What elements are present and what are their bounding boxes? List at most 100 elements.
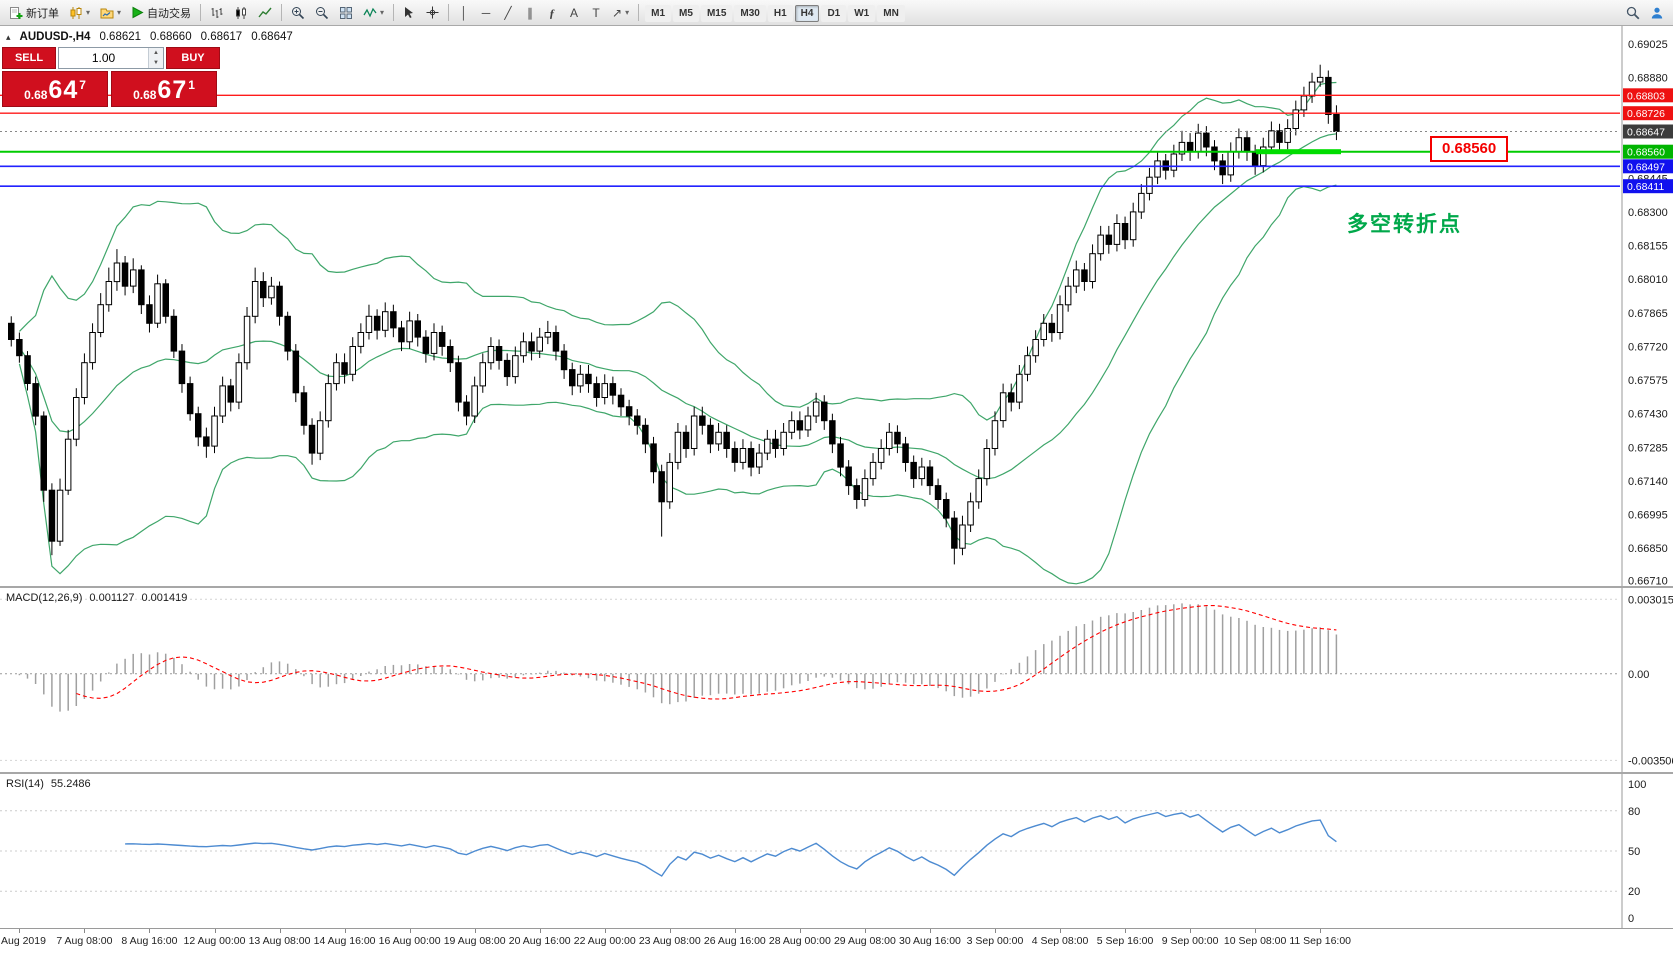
timeframe-mn-button[interactable]: MN [877, 5, 905, 22]
arrows-dropdown-icon[interactable]: ▾ [625, 8, 630, 17]
arrows-button[interactable]: ↗ ▾ [608, 3, 633, 23]
search-button[interactable] [1622, 3, 1644, 23]
rsi-axis-label: 50 [1628, 846, 1640, 858]
candle-body [812, 401, 820, 417]
panel-splitter[interactable] [0, 772, 1673, 774]
candle-body [926, 466, 934, 487]
trendline-button[interactable]: ╱ [498, 3, 518, 23]
time-axis-label: 10 Sep 08:00 [1223, 935, 1287, 947]
sell-button[interactable]: SELL [2, 47, 56, 69]
candle-body [89, 332, 96, 364]
support-zone-segment[interactable] [1256, 149, 1341, 155]
zoom-out-button[interactable] [311, 3, 333, 23]
auto-trading-button[interactable]: 自动交易 [127, 3, 195, 23]
bars-chart-type-button[interactable] [206, 3, 228, 23]
timeframe-h4-button[interactable]: H4 [794, 5, 820, 22]
candle-body [666, 461, 673, 503]
buy-button[interactable]: BUY [166, 47, 220, 69]
chart-canvas[interactable]: 0.690250.688800.684450.683000.681550.680… [0, 26, 1673, 586]
lot-size-input[interactable] [59, 48, 148, 68]
candle-body [601, 383, 608, 399]
lot-spinner: ▲ ▼ [148, 48, 163, 68]
rsi-canvas[interactable]: 100 80 50 20 0 [0, 774, 1673, 928]
cursor-button[interactable] [399, 3, 420, 23]
candle-body [105, 281, 113, 306]
candle-body [747, 448, 755, 468]
candle-body [869, 461, 877, 480]
candle-body [1040, 322, 1047, 340]
candle-body [1300, 95, 1308, 111]
time-axis-tick [734, 929, 736, 933]
timeframe-m15-button[interactable]: M15 [700, 5, 733, 22]
candle-body [447, 346, 454, 364]
candle-body [357, 332, 365, 347]
time-axis-label: 4 Sep 08:00 [1031, 935, 1089, 947]
candle-body [560, 350, 568, 371]
candle-body [81, 362, 88, 399]
timeframe-m1-button[interactable]: M1 [645, 5, 672, 22]
time-axis-label: 23 Aug 08:00 [638, 935, 701, 947]
one-click-collapse-arrow[interactable]: ▴ [6, 31, 11, 42]
crosshair-button[interactable] [422, 3, 443, 23]
one-click-trading-widget: SELL ▲ ▼ BUY 0.68 64 7 0.68 67 1 [2, 47, 220, 107]
zoom-out-icon [316, 6, 329, 19]
line-chart-type-button[interactable] [254, 3, 276, 23]
time-axis-label: 29 Aug 08:00 [833, 935, 896, 947]
candle-body [690, 415, 698, 449]
time-axis[interactable]: 6 Aug 2019 7 Aug 08:00 8 Aug 16:00 12 Aug 0… [0, 928, 1673, 953]
fibonacci-button[interactable]: ƒ [542, 3, 562, 23]
text-button[interactable]: A [564, 3, 584, 23]
text-label-button[interactable]: T [586, 3, 606, 23]
candle-body [528, 341, 535, 352]
community-button[interactable] [1646, 3, 1668, 23]
macd-header: MACD(12,26,9) 0.001127 0.001419 [6, 592, 187, 604]
timeframe-h1-button[interactable]: H1 [767, 5, 793, 22]
candle-body [227, 385, 234, 403]
buy-price-button[interactable]: 0.68 67 1 [111, 71, 217, 107]
new-order-button[interactable]: 新订单 [5, 3, 63, 23]
zoom-in-button[interactable] [287, 3, 309, 23]
tile-windows-button[interactable] [335, 3, 357, 23]
time-axis-label: 22 Aug 00:00 [573, 935, 636, 947]
price-tag [1623, 159, 1673, 174]
panel-splitter[interactable] [0, 586, 1673, 588]
candle-body [365, 315, 373, 333]
timeframe-m30-button[interactable]: M30 [734, 5, 766, 22]
toolbar-separator [448, 4, 450, 21]
horizontal-line-button[interactable]: ─ [476, 3, 496, 23]
new-chart-button[interactable]: ▾ [65, 3, 94, 23]
channel-button[interactable]: ∥ [520, 3, 540, 23]
indicators-dropdown-icon[interactable]: ▾ [380, 8, 385, 17]
timeframe-w1-button[interactable]: W1 [848, 5, 876, 22]
candle-body [1048, 322, 1056, 334]
macd-canvas[interactable]: 0.003015 0.00 -0.003506 [0, 588, 1673, 772]
candle-body [731, 448, 739, 463]
lot-decrease-button[interactable]: ▼ [149, 58, 163, 68]
macd-axis-label: 0.00 [1628, 669, 1649, 681]
price-tag-label: 0.68497 [1627, 161, 1665, 173]
sell-price-button[interactable]: 0.68 64 7 [2, 71, 108, 107]
indicators-icon [363, 7, 377, 18]
vertical-line-button[interactable]: │ [454, 3, 474, 23]
candle-body [1268, 130, 1275, 148]
candle-body [1219, 160, 1226, 176]
candle-body [219, 385, 226, 417]
candle-body [788, 420, 795, 433]
profiles-icon [100, 8, 114, 18]
new-order-label: 新订单 [26, 7, 59, 20]
time-axis-label: 20 Aug 16:00 [508, 935, 571, 947]
price-tag [1623, 88, 1673, 103]
profiles-dropdown-icon[interactable]: ▾ [117, 8, 122, 17]
timeframe-d1-button[interactable]: D1 [821, 5, 847, 22]
lot-increase-button[interactable]: ▲ [149, 48, 163, 58]
profiles-button[interactable]: ▾ [96, 3, 125, 23]
candlestick-chart-type-button[interactable] [230, 3, 252, 23]
candle-body [268, 285, 275, 299]
timeframe-m5-button[interactable]: M5 [673, 5, 699, 22]
time-axis-label: 26 Aug 16:00 [703, 935, 766, 947]
price-axis-label: 0.68880 [1628, 72, 1668, 84]
indicators-button[interactable]: ▾ [359, 3, 388, 23]
rsi-title: RSI(14) [6, 778, 44, 790]
new-chart-dropdown-icon[interactable]: ▾ [86, 8, 91, 17]
candle-body [438, 332, 446, 347]
